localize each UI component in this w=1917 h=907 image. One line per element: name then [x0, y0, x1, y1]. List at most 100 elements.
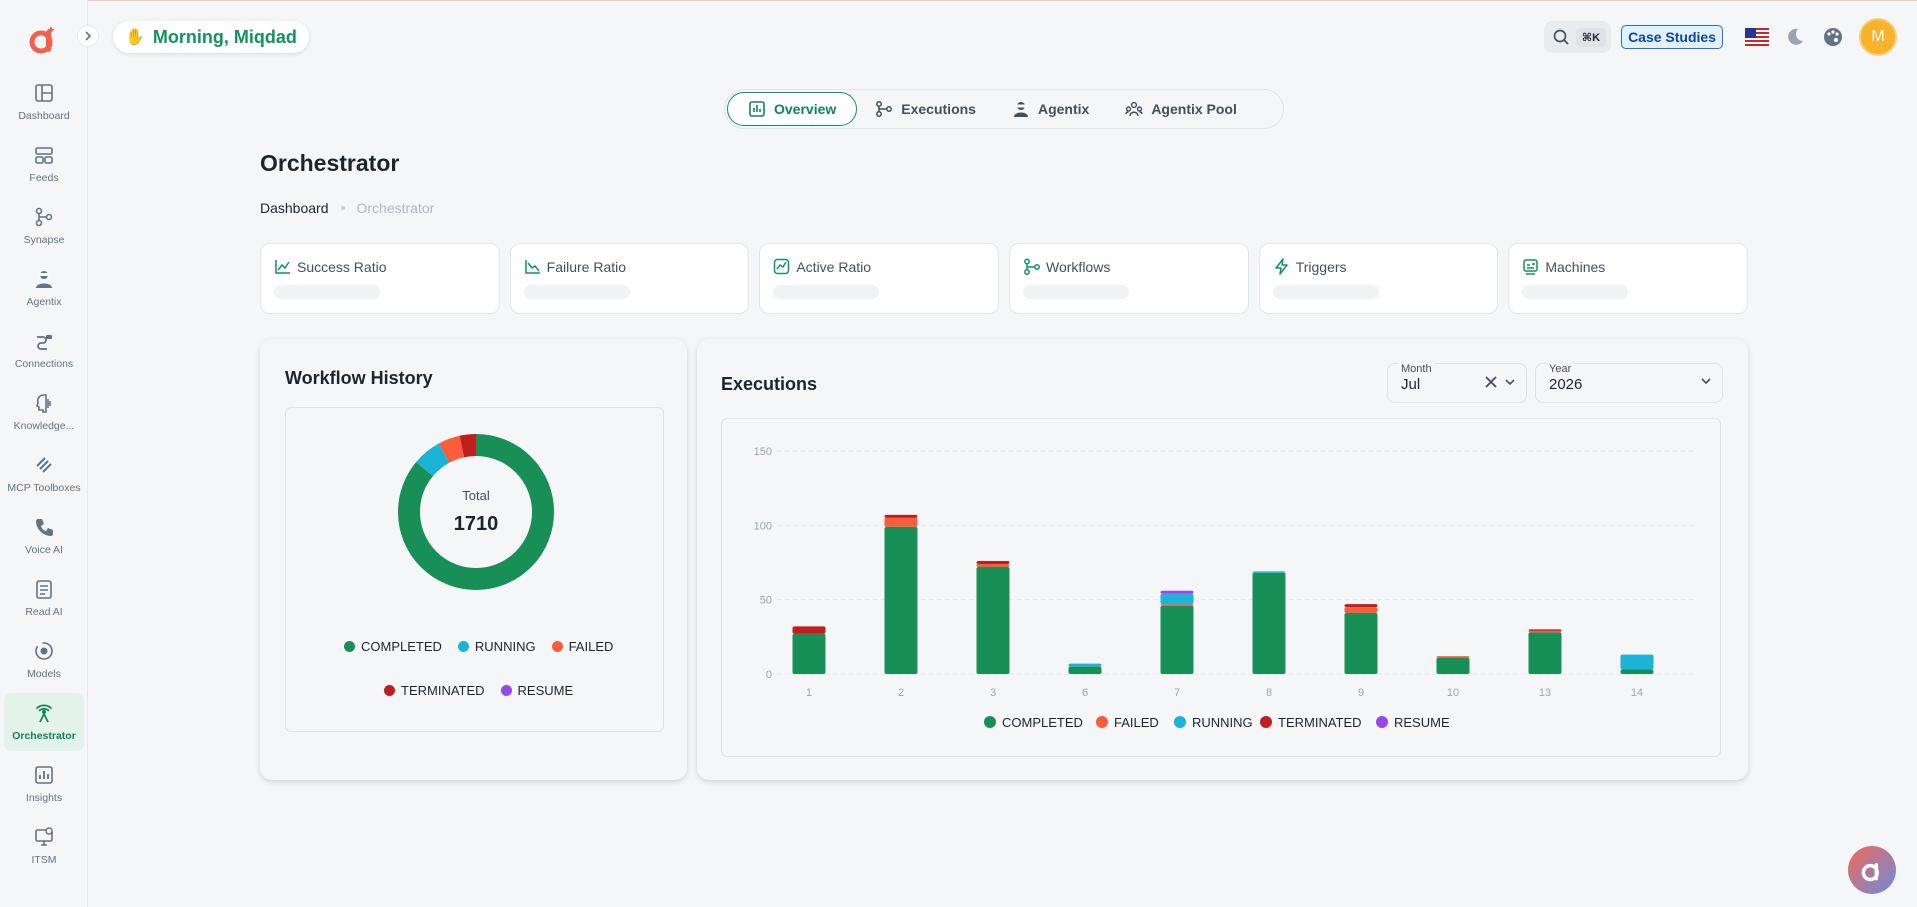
sidebar-item-voice[interactable]: Voice AI: [4, 507, 84, 565]
bar-running-8[interactable]: [1252, 571, 1286, 573]
bar-running-7[interactable]: [1160, 593, 1194, 605]
sidebar-item-connections[interactable]: Connections: [4, 321, 84, 379]
bar-terminated-13[interactable]: [1528, 629, 1562, 631]
bar-completed-8[interactable]: [1252, 572, 1286, 674]
bar-running-6[interactable]: [1068, 663, 1102, 667]
stat-card-success-ratio[interactable]: Success Ratio: [260, 243, 500, 314]
stat-value-skeleton: [1023, 285, 1130, 299]
stat-card-failure-ratio[interactable]: Failure Ratio: [509, 243, 750, 314]
search-icon: [1553, 29, 1569, 45]
y-tick-label: 50: [760, 595, 772, 607]
read-icon: [36, 580, 52, 599]
x-tick-label: 13: [1539, 687, 1551, 699]
feeds-icon: [35, 147, 53, 164]
bar-failed-2[interactable]: [884, 517, 918, 527]
legend-item-completed[interactable]: COMPLETED: [1002, 715, 1083, 730]
sidebar-item-knowledge[interactable]: Knowledge...: [4, 383, 84, 441]
legend-item-running[interactable]: RUNNING: [1192, 715, 1253, 730]
month-select[interactable]: Month Jul: [1387, 363, 1527, 403]
executions-bar-chart: 0 50 100 150 1 2 3 6 7 8 9 10 13 14 COMPLETED FAILED RUN…: [754, 446, 1697, 730]
bar-terminated-3[interactable]: [976, 561, 1010, 564]
chart-icon: [749, 101, 765, 117]
sidebar-item-label: ITSM: [31, 854, 57, 866]
bar-terminated-2[interactable]: [884, 514, 918, 518]
user-avatar[interactable]: M: [1859, 18, 1897, 56]
bar-running-14[interactable]: [1620, 654, 1654, 670]
sidebar-item-insights[interactable]: Insights: [4, 755, 84, 813]
bar-completed-2[interactable]: [884, 526, 918, 674]
x-tick-label: 8: [1266, 687, 1272, 699]
tab-agentix[interactable]: Agentix: [994, 92, 1107, 126]
dark-mode-moon-icon[interactable]: [1783, 25, 1807, 49]
legend-item-terminated[interactable]: TERMINATED: [1278, 715, 1362, 730]
sidebar-item-orchestrator[interactable]: Orchestrator: [4, 693, 84, 751]
bar-terminated-1[interactable]: [792, 626, 826, 634]
sidebar-item-synapse[interactable]: Synapse: [4, 197, 84, 255]
stat-card-active-ratio[interactable]: Active Ratio: [759, 243, 1000, 314]
bar-resume-7[interactable]: [1160, 590, 1194, 594]
y-tick-label: 0: [766, 669, 772, 681]
year-label: Year: [1547, 363, 1574, 375]
assistant-fab-button[interactable]: [1848, 846, 1896, 894]
legend-item-resume[interactable]: RESUME: [500, 683, 574, 698]
sidebar-item-mcp[interactable]: MCP Toolboxes: [4, 445, 84, 503]
sidebar-item-read[interactable]: Read AI: [4, 569, 84, 627]
bar-failed-10[interactable]: [1436, 656, 1470, 658]
bar-failed-13[interactable]: [1528, 630, 1562, 633]
app-logo[interactable]: [29, 24, 57, 54]
breadcrumb-dashboard[interactable]: Dashboard: [260, 200, 329, 216]
sidebar-item-itsm[interactable]: ITSM: [4, 817, 84, 875]
tab-label: Agentix Pool: [1151, 101, 1237, 117]
bar-failed-3[interactable]: [976, 563, 1010, 567]
lightning-icon: [1274, 258, 1288, 275]
bar-completed-1[interactable]: [792, 633, 826, 674]
legend-item-resume[interactable]: RESUME: [1394, 715, 1450, 730]
x-tick-label: 9: [1358, 687, 1364, 699]
tab-overview[interactable]: Overview: [727, 92, 858, 126]
legend-label: RESUME: [517, 683, 574, 698]
active-chart-icon: [774, 258, 790, 275]
case-studies-button[interactable]: Case Studies: [1621, 25, 1723, 49]
bar-completed-9[interactable]: [1344, 613, 1378, 674]
sidebar-item-feeds[interactable]: Feeds: [4, 135, 84, 193]
palette-icon[interactable]: [1821, 25, 1845, 49]
sidebar-item-agentix[interactable]: Agentix: [4, 259, 84, 317]
orchestrator-tabs: Overview Executions Agentix Agentix Pool: [724, 89, 1284, 129]
stat-card-workflows[interactable]: Workflows: [1009, 243, 1249, 314]
bar-completed-6[interactable]: [1068, 666, 1102, 674]
legend-item-running[interactable]: RUNNING: [457, 639, 536, 654]
legend-item-terminated[interactable]: TERMINATED: [384, 683, 485, 698]
stat-card-triggers[interactable]: Triggers: [1258, 243, 1499, 314]
x-tick-label: 7: [1174, 687, 1180, 699]
bar-completed-7[interactable]: [1160, 605, 1194, 674]
clear-icon[interactable]: [1484, 375, 1498, 389]
bar-completed-3[interactable]: [976, 566, 1010, 674]
legend-swatch-failed: [1096, 716, 1108, 728]
legend-item-completed[interactable]: COMPLETED: [344, 639, 442, 654]
us-flag-icon[interactable]: [1745, 28, 1769, 46]
sidebar-item-models[interactable]: Models: [4, 631, 84, 689]
search-button[interactable]: ⌘K: [1543, 21, 1612, 53]
sidebar-item-label: Knowledge...: [13, 420, 75, 432]
bar-completed-14[interactable]: [1620, 669, 1654, 674]
tab-agentix-pool[interactable]: Agentix Pool: [1107, 92, 1255, 126]
bar-completed-13[interactable]: [1528, 632, 1562, 674]
tab-label: Overview: [774, 101, 837, 117]
search-shortcut: ⌘K: [1575, 27, 1607, 47]
bar-failed-9[interactable]: [1344, 607, 1378, 614]
sidebar-collapse-button[interactable]: [77, 25, 99, 47]
bar-failed-7[interactable]: [1160, 604, 1194, 606]
bar-completed-10[interactable]: [1436, 657, 1470, 674]
legend-item-failed[interactable]: FAILED: [551, 639, 613, 654]
stat-card-machines[interactable]: Machines: [1508, 243, 1749, 314]
tab-label: Executions: [901, 101, 976, 117]
donut-slice-completed[interactable]: [398, 434, 554, 590]
chevron-right-icon: [85, 31, 92, 41]
sidebar-item-dashboard[interactable]: Dashboard: [4, 73, 84, 131]
bar-terminated-9[interactable]: [1344, 604, 1378, 608]
chevron-down-icon: [1505, 379, 1515, 386]
legend-item-failed[interactable]: FAILED: [1114, 715, 1159, 730]
dashboard-icon: [35, 84, 53, 102]
year-select[interactable]: Year 2026: [1535, 363, 1723, 403]
tab-executions[interactable]: Executions: [857, 92, 994, 126]
